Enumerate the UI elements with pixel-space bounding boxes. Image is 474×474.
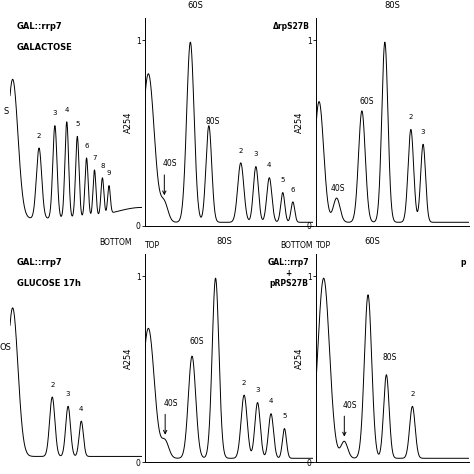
Text: ΔrpS27B: ΔrpS27B <box>273 22 310 31</box>
Text: TOP: TOP <box>145 241 160 249</box>
Text: 40S: 40S <box>164 399 178 408</box>
Text: 4: 4 <box>64 107 69 112</box>
Text: 4: 4 <box>269 399 273 404</box>
Text: 80S: 80S <box>205 118 219 127</box>
Text: BOTTOM: BOTTOM <box>281 241 313 249</box>
Text: S: S <box>3 107 9 116</box>
Text: 60S: 60S <box>359 97 374 106</box>
Text: GLUCOSE 17h: GLUCOSE 17h <box>17 279 81 288</box>
Text: 80S: 80S <box>216 237 232 246</box>
Text: 3: 3 <box>421 129 425 135</box>
Text: 40S: 40S <box>343 401 357 410</box>
Text: 60S: 60S <box>365 237 381 246</box>
Text: OS: OS <box>0 343 11 352</box>
Text: 80S: 80S <box>384 0 401 9</box>
Text: 5: 5 <box>75 121 80 127</box>
Y-axis label: A254: A254 <box>124 111 133 133</box>
Text: 2: 2 <box>238 147 243 154</box>
Y-axis label: A254: A254 <box>295 111 304 133</box>
Text: 2: 2 <box>242 380 246 386</box>
Text: 60S: 60S <box>190 337 204 346</box>
Y-axis label: A254: A254 <box>124 347 133 369</box>
Text: 6: 6 <box>291 187 295 192</box>
Text: 9: 9 <box>107 170 111 176</box>
Text: TOP: TOP <box>316 241 331 249</box>
Text: p: p <box>460 258 466 267</box>
Text: 5: 5 <box>281 177 285 183</box>
Text: 3: 3 <box>66 391 70 397</box>
Text: 4: 4 <box>267 163 272 168</box>
Text: 6: 6 <box>84 143 89 149</box>
Text: 2: 2 <box>50 382 55 388</box>
Text: 3: 3 <box>53 110 57 117</box>
Text: 80S: 80S <box>382 354 397 363</box>
Text: 3: 3 <box>254 151 258 157</box>
Y-axis label: A254: A254 <box>295 347 304 369</box>
Text: GAL::rrp7: GAL::rrp7 <box>17 258 62 267</box>
Text: GAL::rrp7
+
pRPS27B: GAL::rrp7 + pRPS27B <box>268 258 310 288</box>
Text: 8: 8 <box>100 163 105 169</box>
Text: GALACTOSE: GALACTOSE <box>17 43 73 52</box>
Text: 2: 2 <box>409 114 413 120</box>
Text: 40S: 40S <box>163 159 177 168</box>
Text: 3: 3 <box>255 387 260 393</box>
Text: 5: 5 <box>282 413 287 419</box>
Text: 2: 2 <box>410 391 415 397</box>
Text: 7: 7 <box>92 155 97 161</box>
Text: GAL::rrp7: GAL::rrp7 <box>17 22 62 31</box>
Text: 4: 4 <box>79 406 83 412</box>
Text: 60S: 60S <box>187 0 203 9</box>
Text: 40S: 40S <box>330 184 345 193</box>
Text: BOTTOM: BOTTOM <box>100 238 132 247</box>
Text: 2: 2 <box>37 133 41 139</box>
